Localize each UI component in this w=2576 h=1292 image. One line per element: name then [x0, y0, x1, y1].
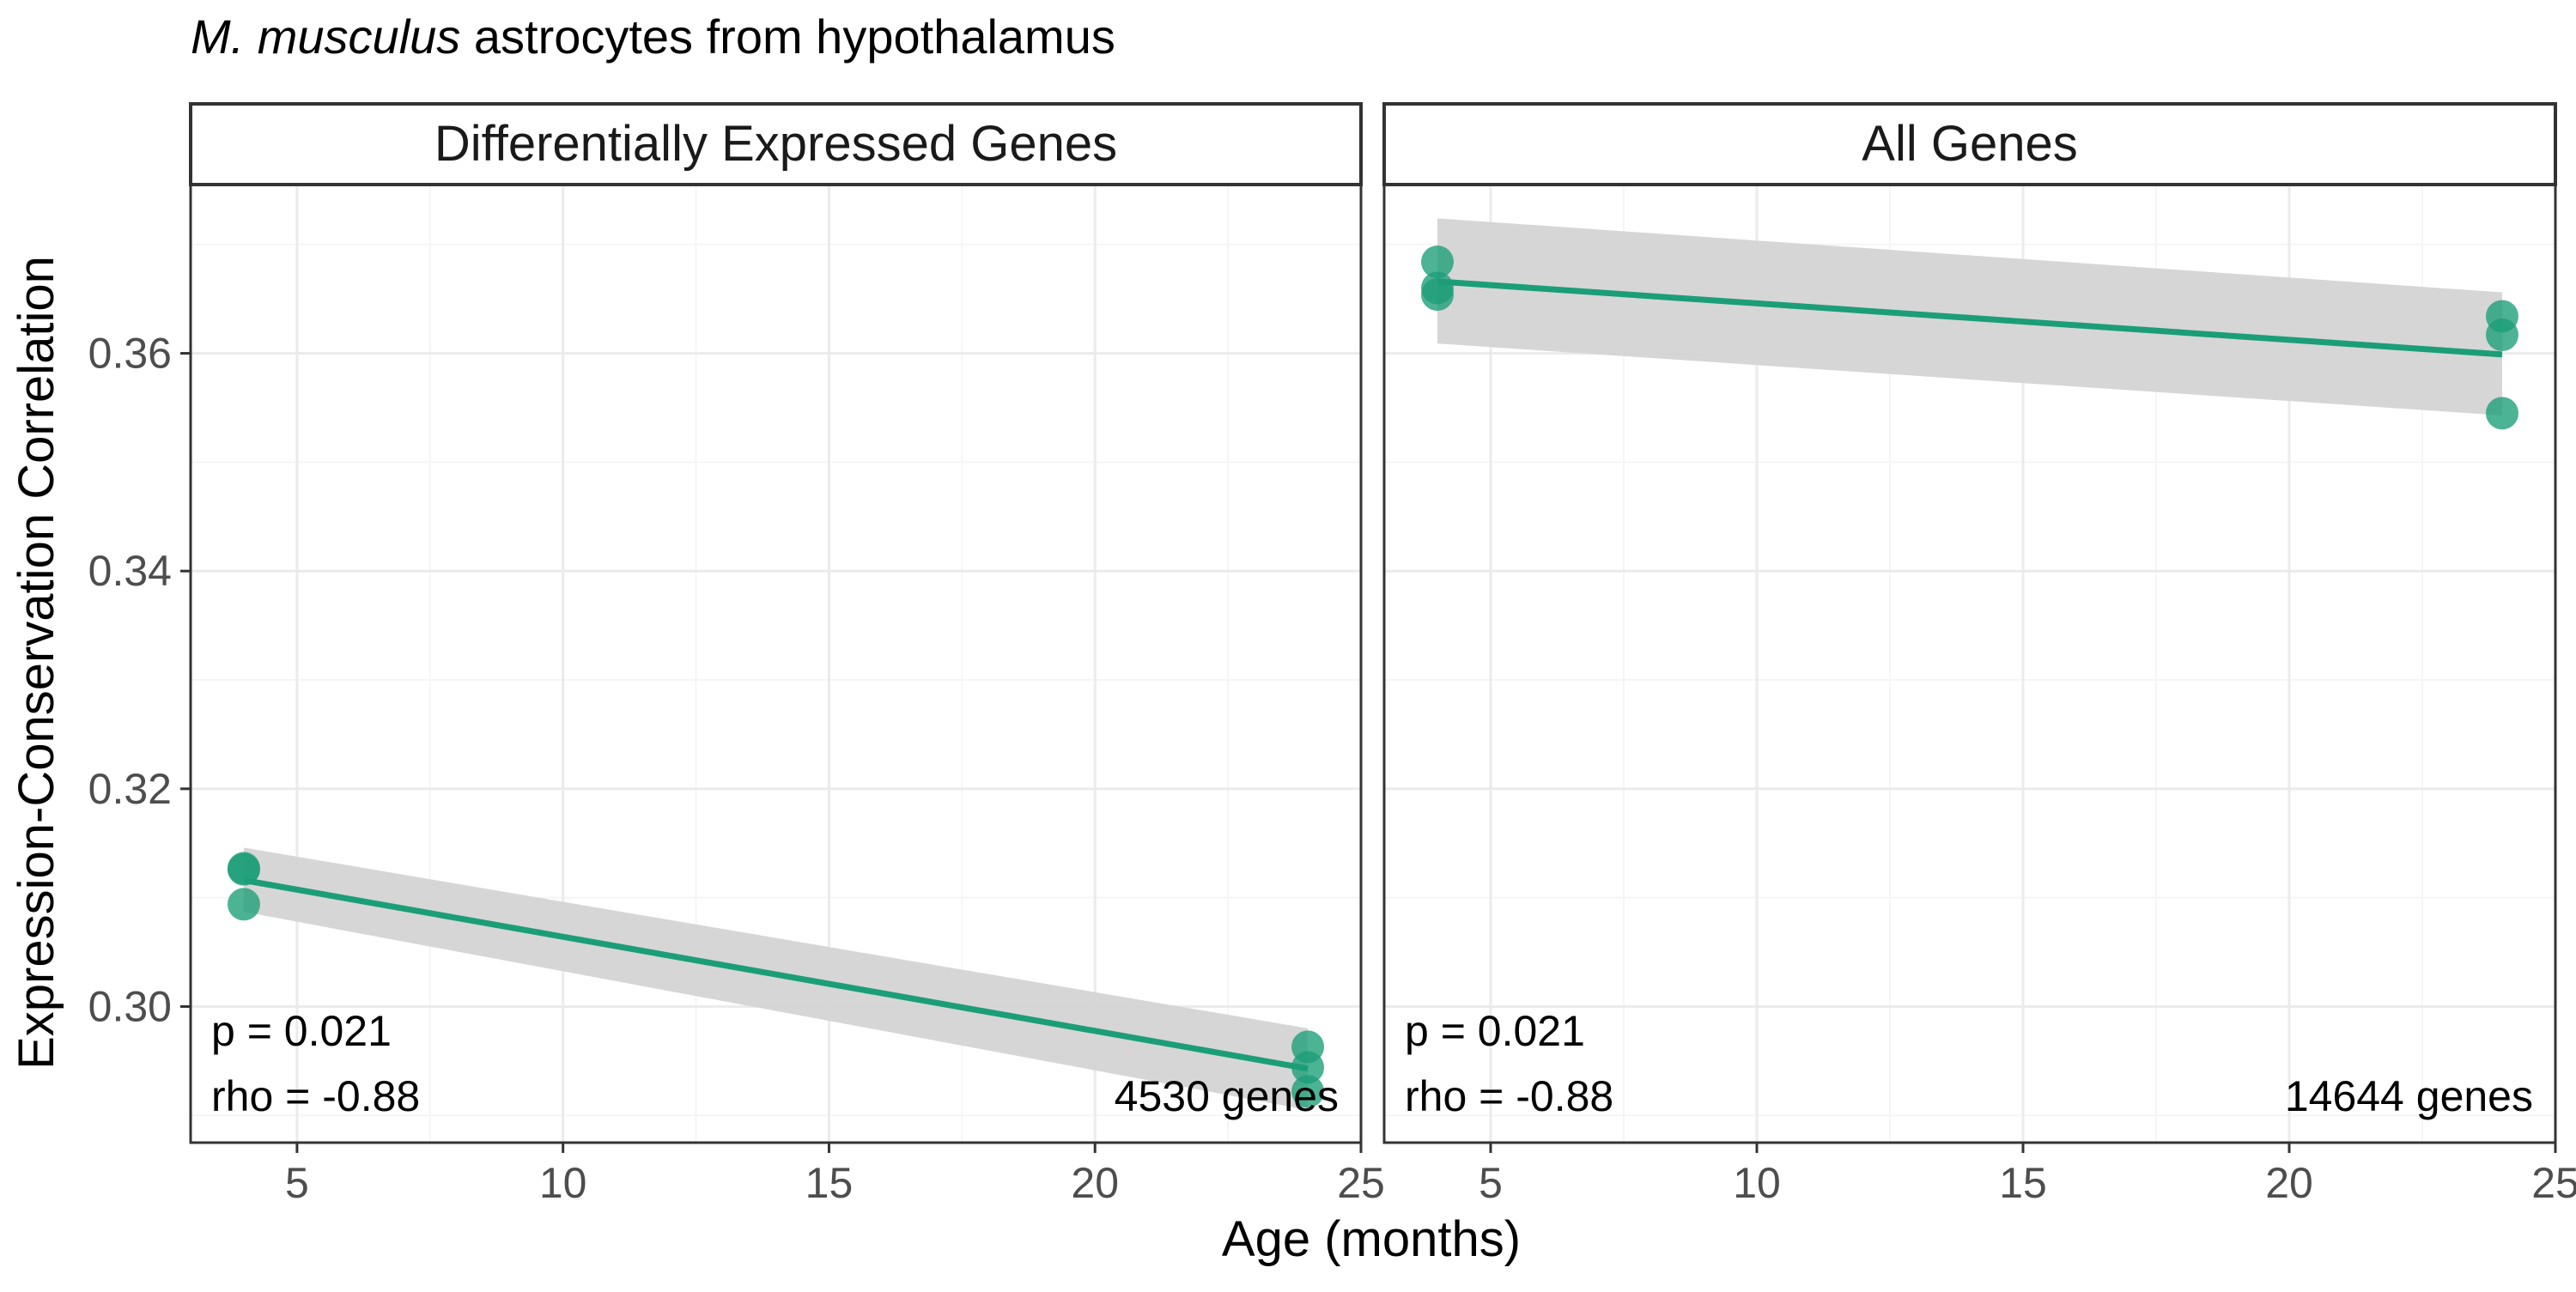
data-point: [1421, 278, 1454, 312]
title-rest-text: astrocytes from hypothalamus: [474, 9, 1115, 64]
x-tick-label: 15: [805, 1159, 854, 1207]
data-point: [1421, 246, 1454, 279]
rho-label: rho = -0.88: [1405, 1072, 1613, 1120]
facet-strip: [1382, 102, 2557, 186]
confidence-band: [243, 847, 1309, 1110]
x-tick-label: 25: [1337, 1159, 1385, 1207]
y-axis-title: Expression-Conservation Correlation: [9, 256, 64, 1070]
data-point: [1291, 1051, 1325, 1084]
data-point: [227, 888, 260, 921]
x-axis-title: Age (months): [1222, 1211, 1521, 1267]
chart-title: M. musculus astrocytes from hypothalamus: [191, 9, 1115, 64]
p-value-label: p = 0.021: [1405, 1007, 1585, 1055]
x-tick-label: 10: [1733, 1159, 1781, 1207]
data-point: [2486, 397, 2518, 430]
gene-count-label: 14644 genes: [2285, 1072, 2533, 1120]
facet-strip: [189, 102, 1363, 186]
y-tick-label: 0.30: [88, 982, 172, 1030]
gene-count-label: 4530 genes: [1115, 1072, 1339, 1120]
title-species: M. musculus: [191, 9, 460, 64]
x-tick-label: 25: [2531, 1159, 2576, 1207]
y-tick-label: 0.36: [88, 330, 172, 378]
rho-label: rho = -0.88: [211, 1072, 420, 1120]
y-tick-label: 0.34: [88, 547, 172, 595]
panel-1: p = 0.021 rho = -0.88 4530 genes Differenti…: [88, 102, 1385, 1207]
x-tick-label: 20: [2265, 1159, 2313, 1207]
x-tick-label: 15: [1999, 1159, 2047, 1207]
data-point: [1291, 1075, 1325, 1108]
x-tick-label: 10: [539, 1159, 587, 1207]
p-value-label: p = 0.021: [211, 1007, 392, 1055]
data-point: [2486, 318, 2518, 352]
fit-line: [1437, 278, 2503, 358]
y-tick-label: 0.32: [88, 765, 172, 813]
facet-strip-label: All Genes: [1862, 116, 2077, 172]
panels-layer: p = 0.021 rho = -0.88 4530 genes Differenti…: [88, 102, 2576, 1207]
fit-line: [243, 876, 1309, 1072]
facet-strip-label: Differentially Expressed Genes: [434, 116, 1117, 172]
data-point: [227, 852, 260, 886]
x-tick-label: 5: [285, 1159, 309, 1207]
x-tick-label: 20: [1071, 1159, 1119, 1207]
x-tick-label: 5: [1479, 1159, 1503, 1207]
panel-2: p = 0.021 rho = -0.88 14644 genes All Genes…: [1382, 102, 2576, 1207]
